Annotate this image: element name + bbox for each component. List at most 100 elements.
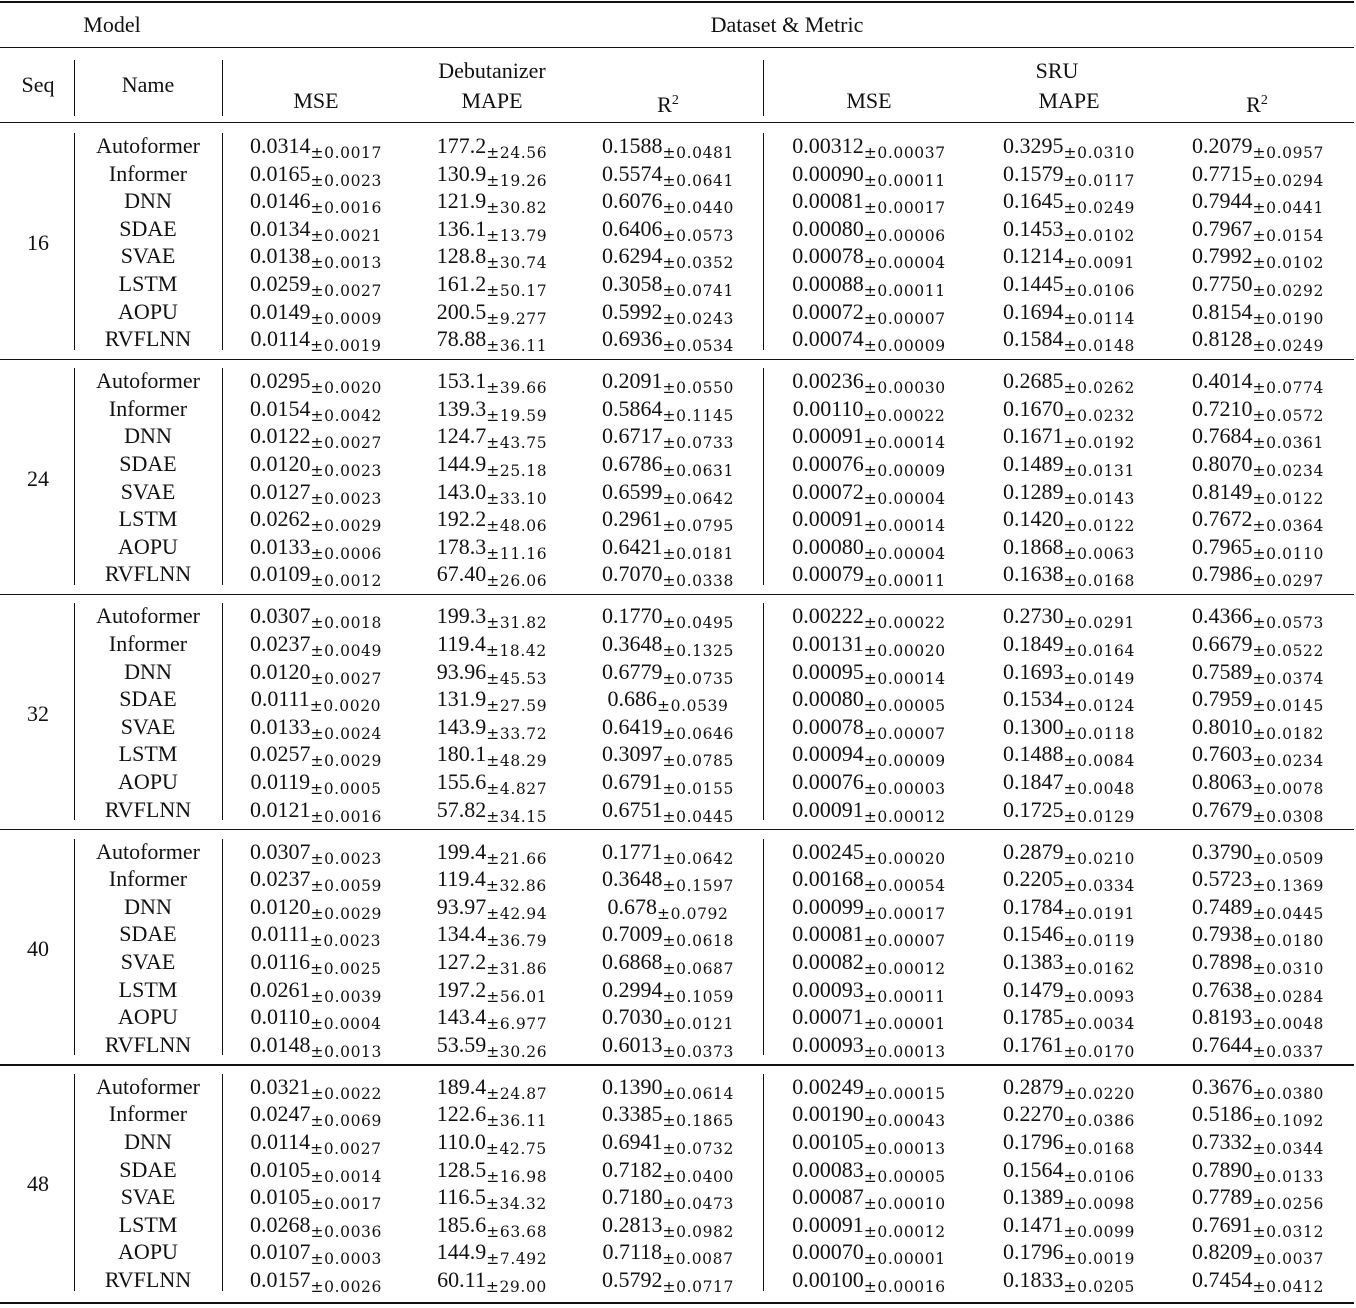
mean: 0.2879 xyxy=(1003,1073,1064,1099)
metric-value: 0.00091±0.00012 xyxy=(792,1211,945,1246)
model-name: LSTM xyxy=(118,506,178,532)
mean: 0.00087 xyxy=(792,1184,864,1210)
std-value: 0.00030 xyxy=(877,379,946,398)
std-value: 45.53 xyxy=(499,669,548,688)
metric-value: 0.0262±0.0029 xyxy=(250,505,382,540)
std: ±0.0023 xyxy=(311,850,382,868)
model-name: SVAE xyxy=(120,713,176,739)
metric-value: 0.0268±0.0036 xyxy=(250,1211,382,1246)
group-rule xyxy=(0,358,1354,361)
mean: 0.00076 xyxy=(792,769,864,794)
plus-minus: ± xyxy=(1063,171,1078,190)
std-value: 0.00012 xyxy=(877,1222,946,1241)
mean: 0.1761 xyxy=(1003,1031,1064,1057)
std-value: 0.0049 xyxy=(324,642,382,660)
header-rule xyxy=(0,47,1354,49)
std-value: 0.0029 xyxy=(324,904,382,923)
mean: 0.1289 xyxy=(1003,478,1064,504)
plus-minus: ± xyxy=(662,932,677,951)
model-name: SVAE xyxy=(120,949,176,974)
mean: 0.7589 xyxy=(1192,658,1253,684)
plus-minus: ± xyxy=(1063,406,1078,425)
plus-minus: ± xyxy=(662,1112,677,1131)
std: ±0.0234 xyxy=(1253,752,1324,770)
plus-minus: ± xyxy=(1252,1167,1267,1186)
plus-minus: ± xyxy=(863,1195,878,1214)
plus-minus: ± xyxy=(486,724,500,743)
std: ±0.0099 xyxy=(1064,1223,1135,1241)
plus-minus: ± xyxy=(662,614,677,633)
mean: 0.00090 xyxy=(792,160,864,186)
metric-value: 0.0259±0.0027 xyxy=(250,270,382,305)
metric-value: 131.9±27.59 xyxy=(437,685,547,720)
mean: 0.6421 xyxy=(602,533,663,559)
std-value: 0.0027 xyxy=(324,434,382,453)
std: ±0.0124 xyxy=(1064,697,1135,715)
std: ±0.0020 xyxy=(310,697,381,715)
plus-minus: ± xyxy=(863,614,878,633)
plus-minus: ± xyxy=(310,1140,324,1158)
mean: 0.00081 xyxy=(792,188,864,214)
mean: 0.6786 xyxy=(602,451,663,476)
mean: 67.40 xyxy=(436,561,487,587)
metric-value: 0.0295±0.0020 xyxy=(250,367,382,402)
header-dataset-metric: Dataset & Metric xyxy=(710,12,864,37)
std: ±0.0027 xyxy=(311,434,382,452)
metric-value: 0.00087±0.00010 xyxy=(792,1183,945,1218)
plus-minus: ± xyxy=(1252,697,1267,716)
std-value: 0.0380 xyxy=(1266,1084,1324,1103)
metric-value: 0.00131±0.00020 xyxy=(792,630,945,665)
metric-value: 0.7986±0.0297 xyxy=(1192,560,1324,595)
std: ±0.0023 xyxy=(311,172,382,190)
std: ±7.492 xyxy=(486,1250,547,1268)
metric-value: 0.0237±0.0059 xyxy=(250,865,382,900)
plus-minus: ± xyxy=(1063,780,1078,798)
std-value: 0.00017 xyxy=(877,199,946,218)
metric-value: 0.00072±0.00004 xyxy=(792,478,945,513)
metric-value: 0.00168±0.00054 xyxy=(792,865,945,900)
plus-minus: ± xyxy=(310,614,325,633)
std: ±0.0291 xyxy=(1064,614,1135,632)
metric-value: 0.6779±0.0735 xyxy=(602,658,734,693)
plus-minus: ± xyxy=(310,544,325,563)
std: ±0.00043 xyxy=(864,1112,946,1130)
std-value: 11.16 xyxy=(499,544,548,563)
plus-minus: ± xyxy=(863,960,878,978)
plus-minus: ± xyxy=(310,1084,325,1103)
metric-value: 0.0247±0.0069 xyxy=(250,1100,382,1135)
plus-minus: ± xyxy=(310,1042,325,1061)
mean: 53.59 xyxy=(436,1031,487,1057)
std: ±0.0106 xyxy=(1064,282,1135,300)
std-value: 0.00015 xyxy=(877,1084,946,1103)
group-rule xyxy=(0,594,1354,596)
metric-value: 0.00071±0.00001 xyxy=(792,1003,945,1038)
std: ±0.00014 xyxy=(864,670,946,688)
plus-minus: ± xyxy=(310,752,325,771)
plus-minus: ± xyxy=(1063,282,1078,300)
std-value: 0.0143 xyxy=(1077,489,1135,508)
std: ±0.0192 xyxy=(1064,434,1135,452)
std-value: 34.15 xyxy=(499,807,548,826)
std-value: 0.00005 xyxy=(877,697,946,716)
std-value: 0.00009 xyxy=(877,462,946,480)
std: ±0.0374 xyxy=(1253,670,1324,688)
mean: 0.00072 xyxy=(792,478,864,504)
plus-minus: ± xyxy=(486,144,500,162)
metric-value: 0.1785±0.0034 xyxy=(1003,1003,1135,1038)
mean: 153.1 xyxy=(436,368,487,394)
metric-value: 0.1833±0.0205 xyxy=(1003,1266,1135,1301)
std: ±43.75 xyxy=(486,434,547,452)
plus-minus: ± xyxy=(863,987,878,1006)
metric-value: 0.7589±0.0374 xyxy=(1192,658,1324,693)
model-name: SDAE xyxy=(119,215,177,241)
metric-value: 78.88±36.11 xyxy=(437,325,547,360)
std: ±0.0386 xyxy=(1064,1112,1135,1130)
std: ±32.86 xyxy=(486,877,547,895)
mean: 0.00083 xyxy=(792,1156,864,1182)
std-value: 24.87 xyxy=(499,1084,548,1103)
std-value: 0.1092 xyxy=(1266,1112,1324,1131)
std-value: 0.0026 xyxy=(324,1278,382,1296)
mean: 0.00099 xyxy=(792,893,864,919)
std-value: 0.0642 xyxy=(676,849,734,868)
std-value: 21.66 xyxy=(499,849,548,868)
